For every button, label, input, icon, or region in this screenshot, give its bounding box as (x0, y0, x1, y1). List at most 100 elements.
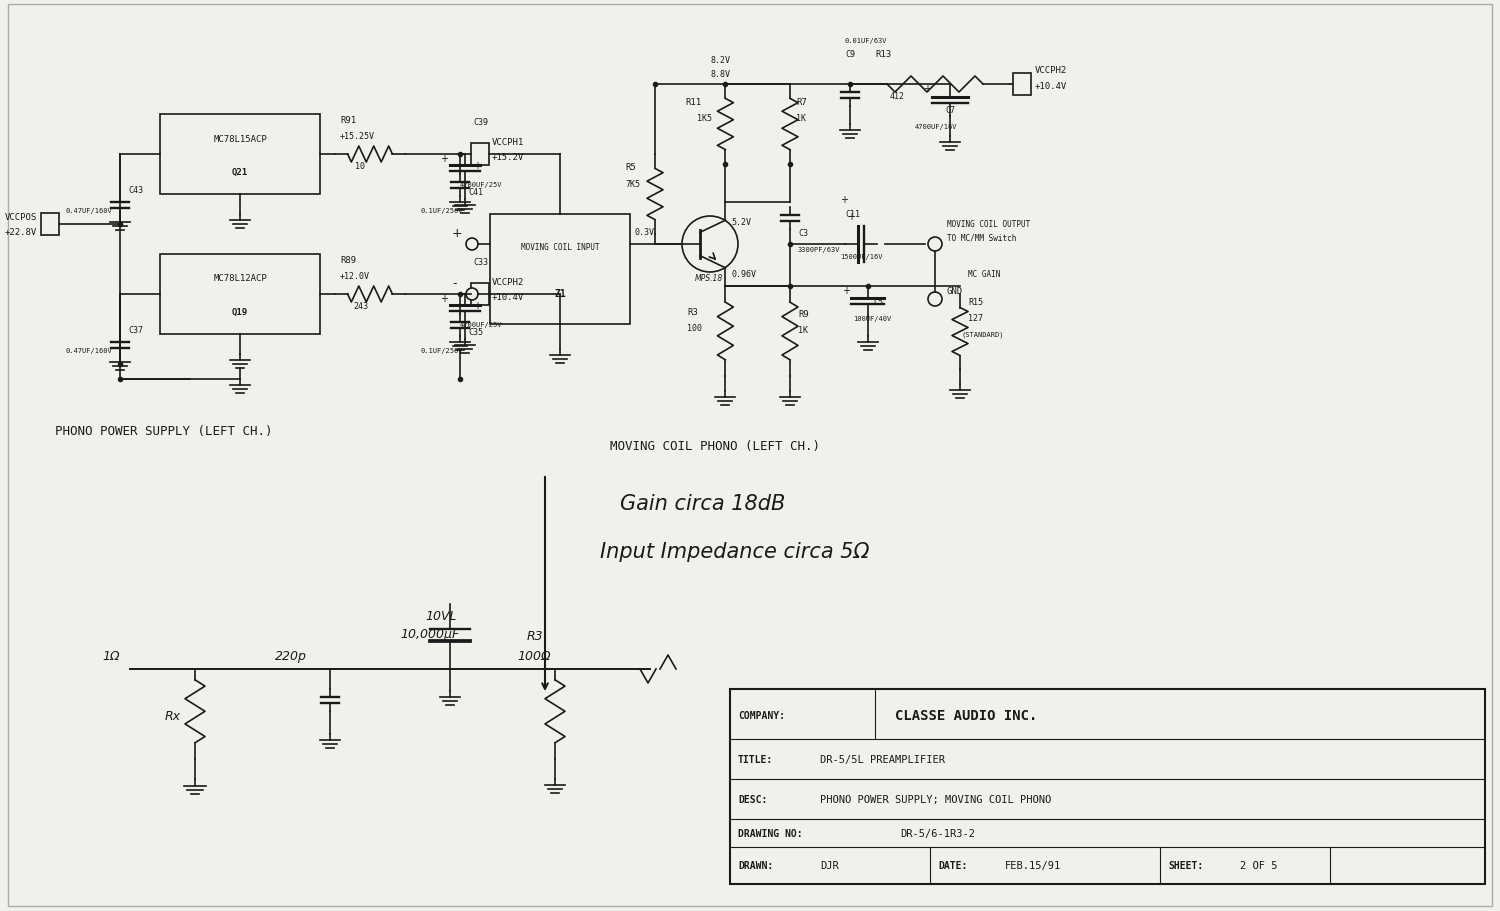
Text: GND: GND (946, 287, 963, 296)
Text: 0.1UF/250V: 0.1UF/250V (420, 208, 462, 214)
Text: 8.8V: 8.8V (711, 70, 730, 79)
Text: DRAWING NO:: DRAWING NO: (738, 828, 802, 838)
Text: 2 OF 5: 2 OF 5 (1240, 860, 1278, 870)
Text: 0.47UF/160V: 0.47UF/160V (64, 208, 112, 214)
Text: MOVING COIL INPUT: MOVING COIL INPUT (520, 243, 600, 252)
Text: C3: C3 (798, 229, 808, 238)
Text: +: + (440, 154, 448, 164)
Text: R3: R3 (687, 308, 698, 317)
Text: MC78L12ACP: MC78L12ACP (213, 274, 267, 283)
Text: VCCPH2: VCCPH2 (492, 278, 525, 287)
Text: MOVING COIL PHONO (LEFT CH.): MOVING COIL PHONO (LEFT CH.) (610, 439, 821, 453)
Text: 7K5: 7K5 (626, 179, 640, 189)
Text: 243: 243 (352, 302, 368, 311)
Text: R89: R89 (340, 256, 356, 265)
Text: 100UF/40V: 100UF/40V (853, 315, 891, 322)
Text: C5: C5 (873, 298, 883, 307)
Text: R91: R91 (340, 116, 356, 125)
Text: 4700UF/25V: 4700UF/25V (460, 182, 503, 188)
Text: MC GAIN: MC GAIN (968, 270, 1000, 279)
Text: VCCPOS: VCCPOS (4, 213, 38, 221)
Text: +12.0V: +12.0V (340, 271, 370, 281)
Text: R13: R13 (874, 50, 891, 59)
Bar (730, 690, 1485, 884)
Text: DR-5/6-1R3-2: DR-5/6-1R3-2 (900, 828, 975, 838)
Text: 0.96V: 0.96V (732, 270, 756, 279)
Text: 4700UF/16V: 4700UF/16V (915, 124, 957, 130)
Text: Q21: Q21 (232, 168, 248, 177)
Text: C11: C11 (844, 210, 859, 219)
Text: 100Ω: 100Ω (518, 650, 550, 662)
Text: 1K: 1K (796, 114, 806, 123)
Text: 10VL: 10VL (424, 609, 456, 622)
Circle shape (928, 238, 942, 251)
Text: C35: C35 (468, 328, 483, 337)
Text: PHONO POWER SUPPLY; MOVING COIL PHONO: PHONO POWER SUPPLY; MOVING COIL PHONO (821, 794, 1052, 804)
Text: 100: 100 (687, 323, 702, 333)
Text: R9: R9 (798, 310, 808, 319)
Text: C37: C37 (128, 325, 142, 334)
Text: MPS.18: MPS.18 (694, 274, 723, 283)
Bar (471, 144, 489, 166)
Text: C9: C9 (844, 50, 855, 59)
Text: 0.01UF/63V: 0.01UF/63V (844, 38, 888, 44)
Text: Rx: Rx (165, 710, 182, 722)
Text: 220p: 220p (274, 650, 308, 662)
Text: C43: C43 (128, 186, 142, 195)
Text: DESC:: DESC: (738, 794, 768, 804)
Text: +10.4V: +10.4V (492, 292, 525, 302)
Text: (STANDARD): (STANDARD) (962, 332, 1005, 338)
Text: R11: R11 (686, 97, 702, 107)
Text: 10: 10 (356, 162, 364, 171)
Text: +: + (440, 293, 448, 303)
Circle shape (466, 239, 478, 251)
Text: +: + (847, 211, 855, 221)
Text: +15.25V: +15.25V (340, 132, 375, 141)
Text: DRAWN:: DRAWN: (738, 860, 774, 870)
Text: TITLE:: TITLE: (738, 754, 774, 764)
Text: R3: R3 (526, 630, 543, 642)
Text: C39: C39 (472, 118, 488, 127)
Text: PHONO POWER SUPPLY (LEFT CH.): PHONO POWER SUPPLY (LEFT CH.) (56, 425, 273, 437)
Text: +15.2V: +15.2V (492, 153, 525, 162)
Text: +: + (452, 227, 462, 240)
Text: 1K: 1K (798, 325, 808, 334)
Text: DATE:: DATE: (938, 860, 968, 870)
Text: -: - (452, 277, 456, 290)
Text: Gain circa 18dB: Gain circa 18dB (620, 494, 786, 514)
Text: 1500UF/16V: 1500UF/16V (840, 254, 882, 260)
Text: 0.3V: 0.3V (634, 228, 656, 237)
Bar (1013, 74, 1031, 96)
Circle shape (466, 289, 478, 301)
Text: 3300PF/63V: 3300PF/63V (798, 247, 840, 252)
Text: CLASSE AUDIO INC.: CLASSE AUDIO INC. (896, 708, 1038, 722)
Text: 0.1UF/250V: 0.1UF/250V (420, 348, 462, 353)
Text: +: + (472, 161, 482, 171)
Text: VCCPH2: VCCPH2 (1035, 66, 1066, 75)
Text: +: + (842, 286, 850, 296)
Text: R5: R5 (626, 163, 636, 172)
Text: 412: 412 (890, 92, 904, 101)
Text: Z1: Z1 (554, 289, 566, 299)
Text: Input Impedance circa 5Ω: Input Impedance circa 5Ω (600, 541, 870, 561)
Text: 8.2V: 8.2V (711, 56, 730, 65)
Text: 1K5: 1K5 (698, 114, 712, 123)
Text: C41: C41 (468, 188, 483, 197)
Text: FEB.15/91: FEB.15/91 (1005, 860, 1060, 870)
Text: 5.2V: 5.2V (732, 218, 752, 227)
Bar (490, 215, 630, 324)
Text: TO MC/MM Switch: TO MC/MM Switch (946, 234, 1017, 242)
Text: +: + (472, 301, 482, 311)
Text: +10.4V: +10.4V (1035, 82, 1066, 91)
Circle shape (928, 292, 942, 307)
Text: C7: C7 (945, 106, 956, 115)
Text: 127: 127 (968, 313, 982, 322)
Text: R15: R15 (968, 298, 982, 307)
Bar (160, 255, 320, 334)
Text: DR-5/5L PREAMPLIFIER: DR-5/5L PREAMPLIFIER (821, 754, 945, 764)
Text: +: + (840, 195, 848, 205)
Bar (471, 283, 489, 306)
Text: 1Ω: 1Ω (102, 650, 120, 662)
Text: VCCPH1: VCCPH1 (492, 138, 525, 147)
Text: SHEET:: SHEET: (1168, 860, 1203, 870)
